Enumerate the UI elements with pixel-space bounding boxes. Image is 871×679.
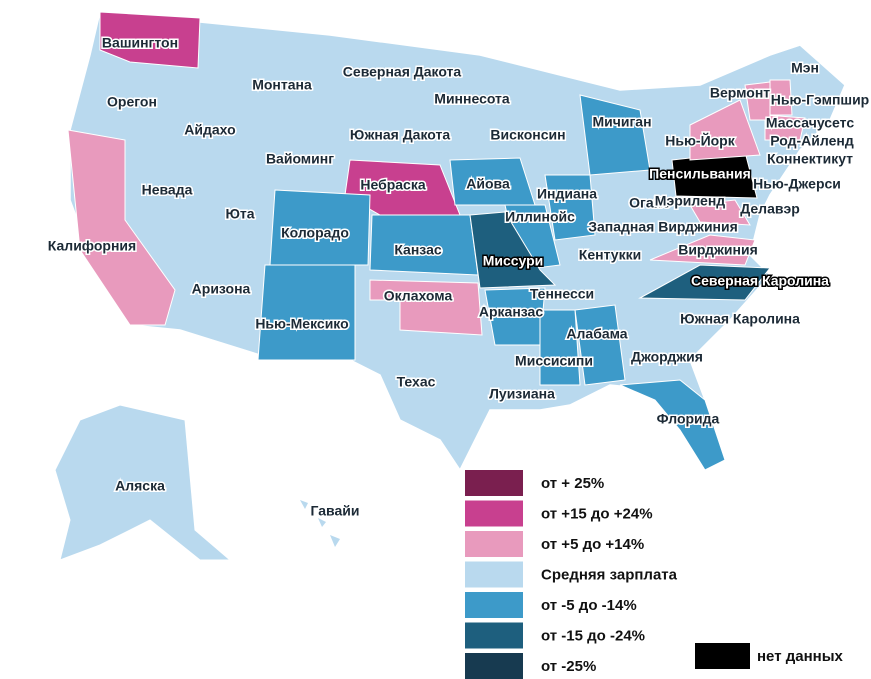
legend-label: Средняя зарплата: [541, 566, 678, 583]
state-label: Коннектикут: [767, 151, 853, 167]
state-label: Вашингтон: [102, 35, 178, 51]
state-label: Айова: [466, 176, 510, 192]
state-region: [574, 304, 626, 386]
hawaii: [300, 500, 340, 547]
state-label: Нью-Гэмпшир: [771, 92, 869, 108]
state-label: Оклахома: [384, 288, 453, 304]
state-label: Мэриленд: [655, 193, 726, 209]
state-label: Аризона: [192, 281, 251, 297]
legend-label: от +15 до +24%: [541, 505, 653, 522]
state-region: [539, 309, 581, 386]
state-label: Мичиган: [592, 114, 651, 130]
state-label: Южная Дакота: [350, 127, 450, 143]
legend-label: от + 25%: [541, 475, 604, 492]
state-region: [469, 211, 557, 289]
state-label: Колорадо: [281, 225, 349, 241]
state-label: Гавайи: [311, 503, 360, 519]
state-region: [544, 174, 596, 241]
state-label: Аляска: [115, 478, 165, 494]
legend-swatch: [465, 470, 523, 496]
state-label: Южная Каролина: [680, 311, 800, 327]
state-region: [744, 81, 771, 121]
state-label: Невада: [142, 182, 193, 198]
legend-swatch: [465, 622, 523, 649]
legend-label: от -25%: [541, 658, 596, 675]
state-label: Флорида: [657, 411, 720, 427]
state-label: Монтана: [252, 77, 312, 93]
legend-label: нет данных: [757, 648, 844, 665]
state-label: Массачусетс: [766, 115, 854, 131]
state-label: Мэн: [791, 60, 819, 76]
state-label: Айдахо: [184, 122, 235, 138]
state-label: Висконсин: [490, 127, 565, 143]
state-label: Орегон: [107, 94, 157, 110]
state-label: Юта: [225, 206, 254, 222]
state-label: Делавэр: [740, 201, 800, 217]
alaska: [54, 404, 232, 561]
state-label: Род-Айленд: [770, 133, 854, 149]
state-region: [649, 234, 756, 266]
state-label: Луизиана: [489, 386, 555, 402]
state-label: Западная Вирджиния: [588, 219, 738, 235]
state-region: [689, 99, 761, 161]
state-label: Нью-Мексико: [255, 316, 348, 332]
state-region: [689, 199, 751, 226]
legend-swatch: [465, 531, 523, 557]
state-region: [67, 129, 176, 326]
legend-label: от -5 до -14%: [541, 597, 637, 614]
state-label: Алабама: [566, 326, 627, 342]
state-label: Вайоминг: [266, 151, 334, 167]
state-label: Пенсильвания: [649, 166, 751, 182]
state-label: Иллинойс: [505, 209, 575, 225]
state-label: Кентукки: [579, 247, 641, 263]
state-label: Миннесота: [434, 91, 510, 107]
legend-swatch: [465, 561, 523, 588]
state-label: Небраска: [360, 177, 425, 193]
state-label: Нью-Джерси: [753, 176, 841, 192]
state-label: Джорджия: [631, 349, 703, 365]
state-label: Техас: [397, 374, 436, 390]
state-label: Северная Дакота: [343, 64, 462, 80]
state-label: Теннесси: [530, 286, 594, 302]
state-region: [638, 264, 771, 301]
state-region: [619, 379, 726, 471]
state-region: [369, 279, 483, 336]
legend-swatch: [465, 592, 523, 618]
state-label: Огайо: [629, 195, 671, 211]
state-label: Миссисипи: [515, 353, 593, 369]
legend-label: от -15 до -24%: [541, 627, 645, 644]
state-label: Вермонт: [710, 85, 770, 101]
state-region: [257, 264, 356, 361]
state-region: [579, 94, 651, 176]
legend-swatch: [465, 500, 523, 527]
state-label: Калифорния: [48, 238, 136, 254]
legend-swatch: [695, 643, 750, 669]
state-label: Нью-Йорк: [665, 132, 736, 149]
state-label: Арканзас: [479, 304, 543, 320]
legend-label: от +5 до +14%: [541, 536, 644, 553]
state-label: Канзас: [394, 242, 442, 258]
state-region: [269, 189, 371, 266]
state-label: Вирджиния: [678, 242, 758, 258]
state-region: [764, 114, 806, 141]
legend-swatch: [465, 653, 523, 679]
state-label: Миссури: [483, 253, 544, 269]
state-region: [99, 11, 201, 69]
state-label: Северная Каролина: [691, 273, 829, 289]
state-label: Индиана: [537, 186, 597, 202]
